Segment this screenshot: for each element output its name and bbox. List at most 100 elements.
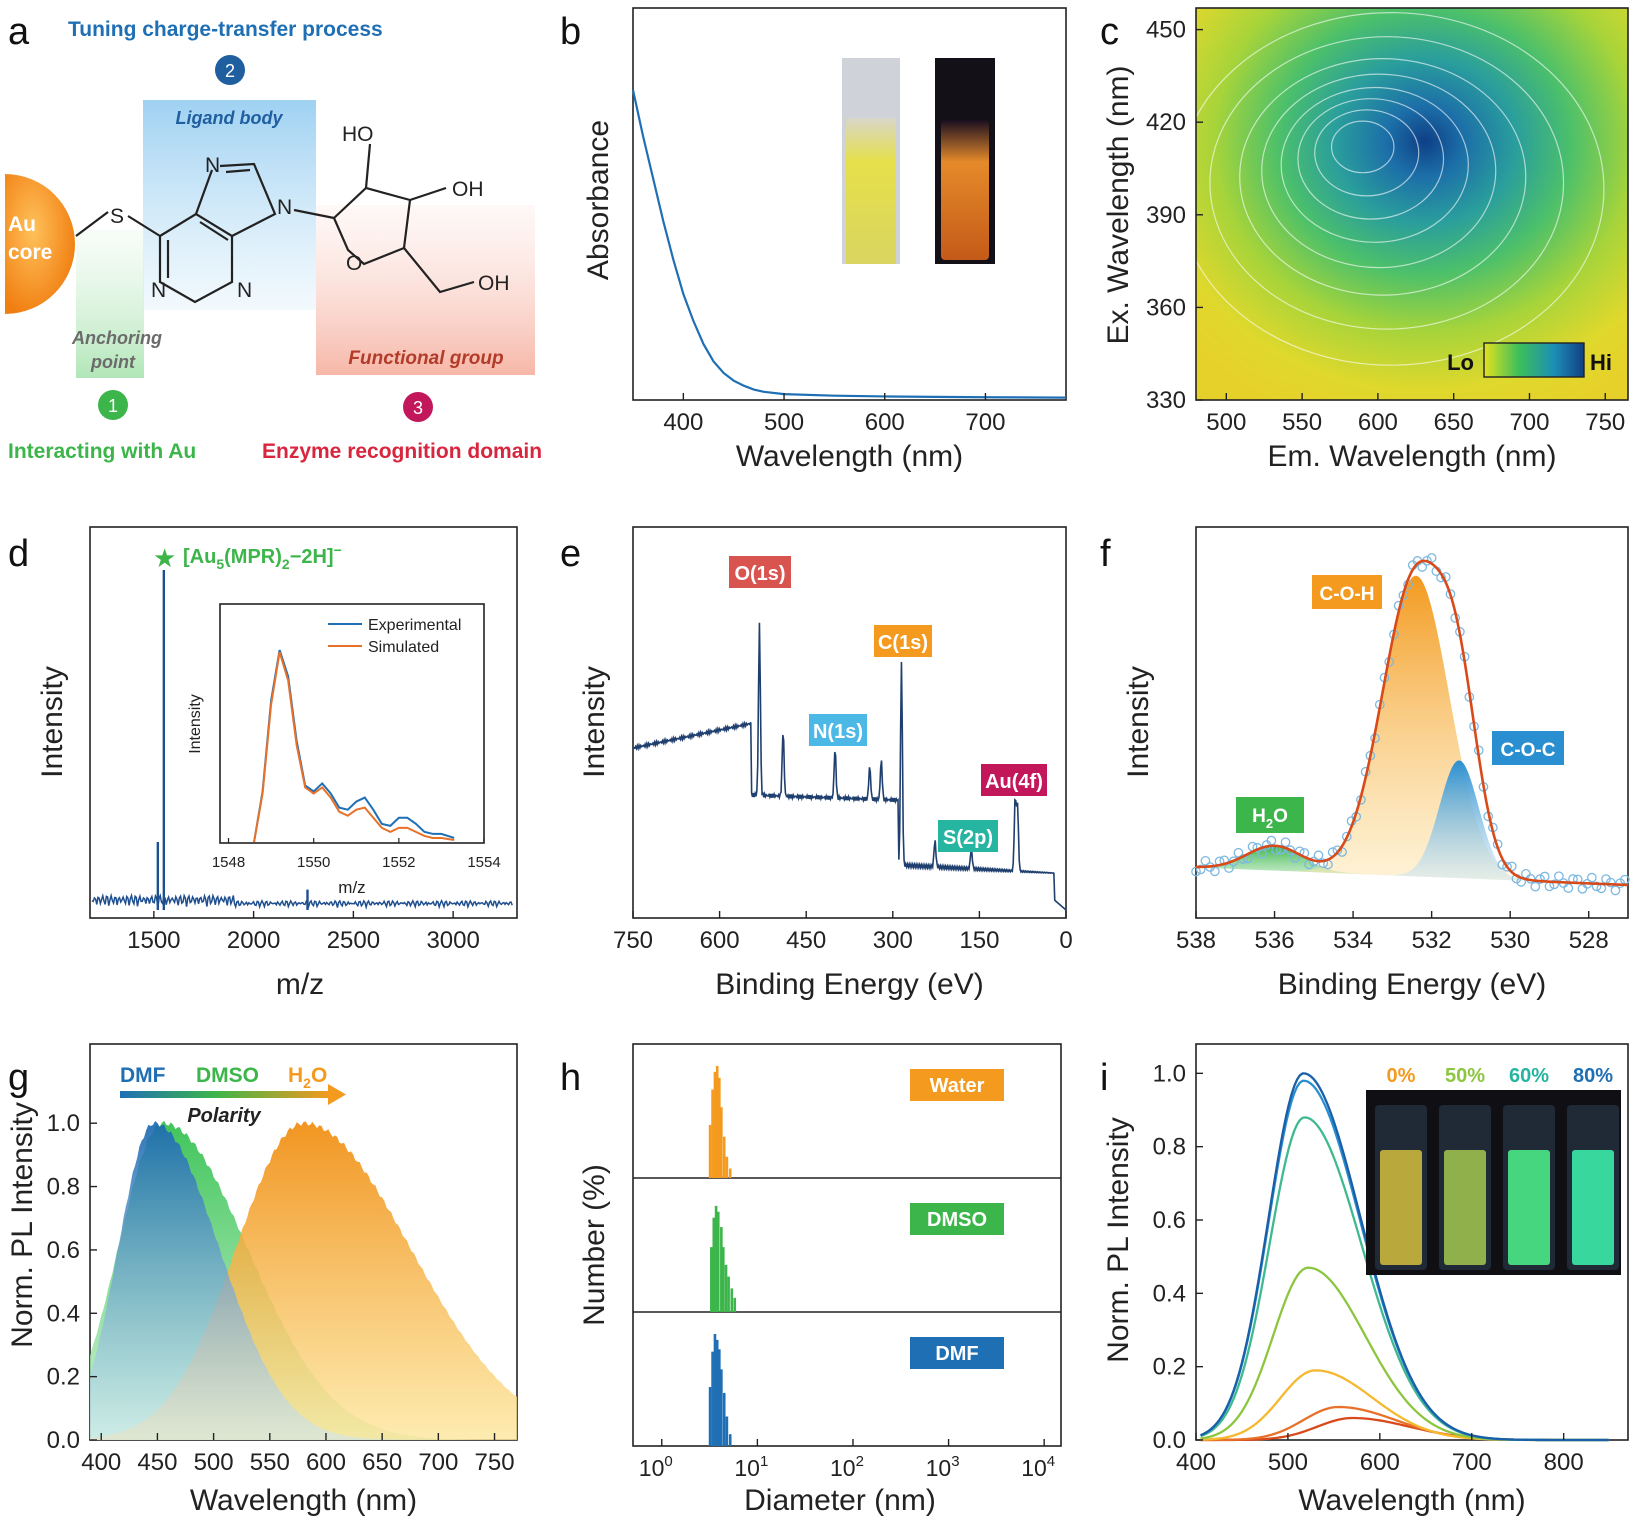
panel-letter-a: a — [8, 11, 30, 53]
x-tick-label: 103 — [926, 1453, 960, 1481]
x-tick-label: 101 — [734, 1453, 768, 1481]
au-core-label-1: Au — [8, 213, 36, 236]
x-tick-label: 700 — [965, 409, 1005, 436]
y-axis-label: Number (%) — [578, 1164, 611, 1326]
dls-bar — [730, 1288, 734, 1312]
ligand-body-label: Ligand body — [176, 108, 284, 128]
heatmap-contour — [1261, 73, 1497, 269]
dls-bar — [720, 1107, 723, 1178]
y-tick-label: 420 — [1146, 109, 1186, 136]
dls-bar — [724, 1264, 728, 1312]
inset-x-tick-label: 1554 — [467, 854, 500, 871]
dls-bar — [716, 1211, 720, 1312]
data-point — [1318, 858, 1329, 869]
molecule-structure — [75, 143, 475, 304]
badge-1: 1 — [98, 390, 128, 420]
polarity-arrow-head — [328, 1084, 346, 1105]
y-axis-label: Norm. PL Intensity — [6, 1102, 39, 1348]
legend-label: Experimental — [368, 617, 461, 634]
fit-envelope — [1195, 559, 1629, 887]
x-axis-label: Diameter (nm) — [744, 1484, 936, 1517]
peak-label-box — [874, 625, 932, 657]
x-axis-label: Binding Energy (eV) — [715, 968, 983, 1001]
dls-label-box — [910, 1203, 1004, 1235]
xps-survey-frame — [632, 526, 1067, 919]
atom-s: S — [110, 205, 124, 228]
pl-line — [1200, 1369, 1609, 1442]
x-tick-label: 700 — [1509, 409, 1549, 436]
heatmap-contour — [1330, 120, 1395, 174]
component-h2o — [1196, 845, 1628, 885]
x-tick-label: 104 — [1021, 1453, 1055, 1481]
peak-label: Au(4f) — [985, 771, 1043, 793]
legend-dmf: DMF — [120, 1064, 166, 1087]
data-point — [1341, 831, 1352, 842]
schematic-title: Tuning charge-transfer process — [68, 18, 383, 41]
heatmap-contour — [1239, 58, 1527, 296]
badge-2: 2 — [215, 55, 245, 85]
dls-bar — [715, 1339, 719, 1446]
x-tick-label: 650 — [1434, 409, 1474, 436]
data-point — [1610, 885, 1621, 896]
panel-d-mass-spectrum: d 1500 2000 2500 3000 m/z Intensity ★ [Au5(MPR)… — [8, 526, 518, 1001]
dls-bar — [718, 1349, 721, 1446]
dls-bar — [725, 1416, 729, 1446]
pl-area-dmf — [90, 1121, 517, 1440]
dls-bar — [718, 1077, 721, 1178]
au-core-label-2: core — [8, 241, 52, 264]
y-tick-label: 0.2 — [47, 1364, 80, 1391]
dls-frame — [632, 1043, 1062, 1447]
y-axis-label: Intensity — [578, 666, 611, 778]
legend-dmso: DMSO — [196, 1064, 259, 1087]
x-tick-label: 400 — [1176, 1449, 1216, 1476]
x-tick-label: 102 — [830, 1453, 864, 1481]
x-tick-label: 400 — [663, 409, 703, 436]
x-tick-label: 800 — [1544, 1449, 1584, 1476]
atom-n-1: N — [205, 154, 220, 177]
y-tick-label: 0.0 — [1153, 1427, 1186, 1454]
x-tick-label: 700 — [1452, 1449, 1492, 1476]
dls-bar — [708, 1387, 712, 1446]
data-point — [1280, 837, 1291, 848]
panel-h-dls: h Water DMSO DMF 100 101 102 103 104 Diameter (n… — [560, 1043, 1062, 1517]
data-point — [1549, 879, 1560, 890]
x-tick-label: 3000 — [426, 927, 479, 954]
pl-line — [1200, 1072, 1609, 1442]
y-tick-label: 0.4 — [1153, 1280, 1186, 1307]
dls-bar — [727, 1276, 730, 1312]
x-tick-label: 600 — [1360, 1449, 1400, 1476]
data-point — [1233, 847, 1244, 858]
peak-label: N(1s) — [813, 721, 863, 743]
x-tick-label: 650 — [362, 1449, 402, 1476]
x-tick-label: 700 — [418, 1449, 458, 1476]
inset-x-tick-label: 1550 — [297, 854, 330, 871]
inset-fraction-label: 50% — [1445, 1065, 1485, 1087]
data-point — [1417, 562, 1428, 572]
data-point — [1530, 881, 1541, 892]
panel-letter-h: h — [560, 1057, 581, 1099]
colorbar-lo-label: Lo — [1447, 350, 1474, 375]
vial-uv — [941, 120, 989, 260]
dls-bar — [720, 1227, 723, 1312]
label-box-coh — [1312, 575, 1382, 609]
y-tick-label: 0.0 — [47, 1427, 80, 1454]
dls-bar — [728, 1434, 732, 1446]
heatmap-contour — [1297, 98, 1445, 220]
ms-peak-annotation: [Au5(MPR)2−2H]− — [183, 542, 342, 572]
x-tick-label: 2500 — [327, 927, 380, 954]
vial-inset — [842, 58, 995, 264]
y-tick-label: 0.6 — [1153, 1207, 1186, 1234]
inset-fraction-label: 60% — [1509, 1065, 1549, 1087]
data-point — [1587, 872, 1597, 883]
data-point — [1332, 845, 1343, 856]
peak-label: S(2p) — [943, 827, 993, 849]
ligand-body-region — [143, 100, 316, 310]
x-tick-label: 300 — [873, 927, 913, 954]
y-tick-label: 0.4 — [47, 1300, 80, 1327]
y-tick-label: 450 — [1146, 17, 1186, 44]
x-tick-label: 0 — [1059, 927, 1072, 954]
data-point — [1554, 871, 1564, 882]
ms-baseline — [91, 892, 513, 911]
svg-text:1: 1 — [108, 396, 118, 416]
